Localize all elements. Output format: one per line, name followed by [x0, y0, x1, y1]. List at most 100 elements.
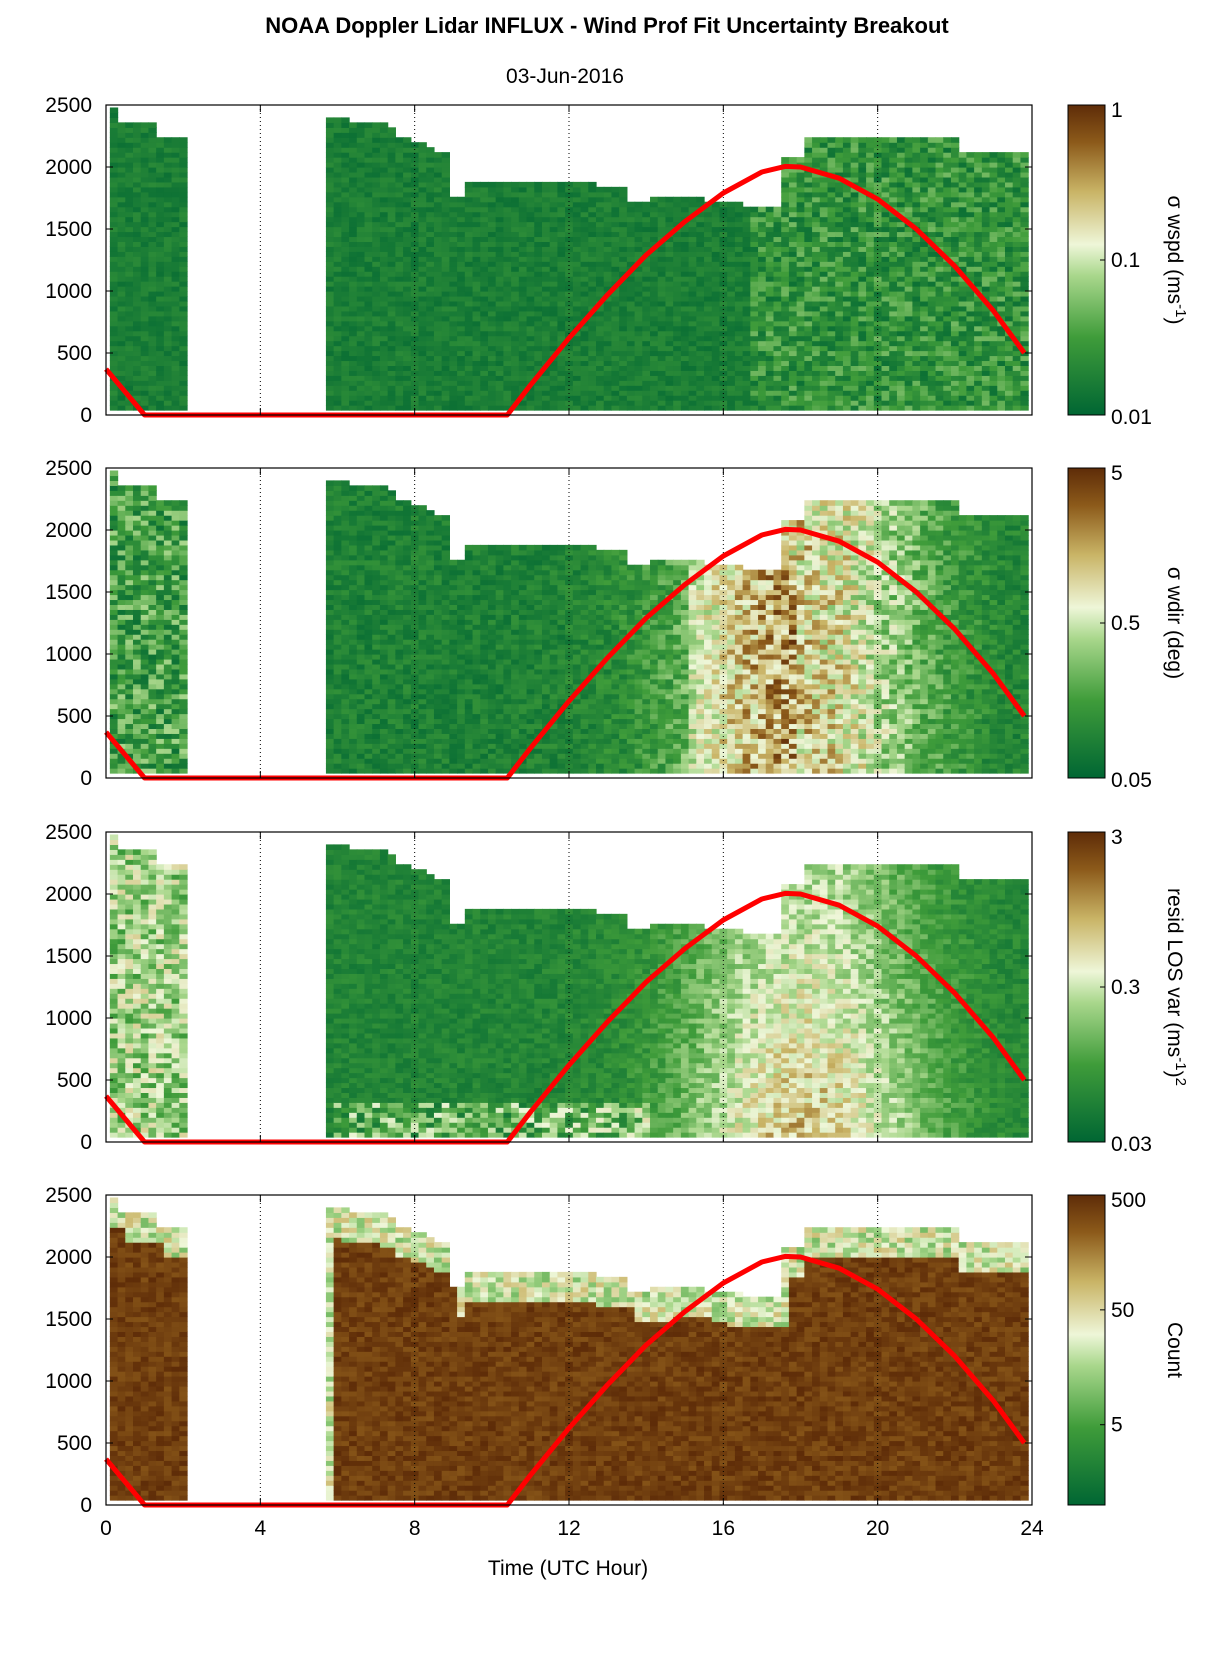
heatmap-cell [418, 286, 427, 292]
heatmap-cell [596, 211, 605, 218]
heatmap-cell [711, 300, 721, 307]
heatmap-cell [109, 211, 119, 218]
heatmap-cell [889, 236, 898, 242]
heatmap-cell [819, 291, 829, 297]
heatmap-cell [650, 281, 659, 287]
heatmap-cell [842, 206, 852, 213]
heatmap-cell [742, 305, 751, 312]
heatmap-cell [441, 380, 450, 386]
heatmap-cell [487, 390, 497, 396]
heatmap-cell [611, 206, 620, 213]
heatmap-cell [395, 300, 404, 307]
heatmap-cell [796, 226, 805, 233]
heatmap-cell [117, 360, 126, 366]
heatmap-cell [379, 380, 389, 386]
heatmap-cell [796, 405, 805, 411]
heatmap-cell [140, 335, 150, 342]
heatmap-cell [696, 251, 705, 257]
heatmap-cell [156, 236, 165, 242]
heatmap-cell [742, 310, 751, 317]
heatmap-cell [179, 236, 188, 242]
heatmap-cell [858, 365, 867, 371]
heatmap-cell [356, 385, 366, 391]
heatmap-cell [356, 315, 366, 322]
heatmap-cell [673, 335, 682, 342]
heatmap-cell [549, 390, 559, 396]
heatmap-cell [727, 295, 736, 302]
heatmap-cell [464, 310, 474, 317]
heatmap-cell [950, 147, 960, 153]
heatmap-cell [827, 271, 836, 277]
heatmap-cell [349, 405, 358, 411]
heatmap-cell [773, 325, 782, 332]
heatmap-cell [549, 300, 559, 307]
heatmap-cell [333, 375, 342, 381]
heatmap-cell [526, 400, 535, 406]
heatmap-cell [704, 365, 713, 371]
heatmap-cell [426, 405, 435, 411]
heatmap-cell [626, 345, 636, 352]
heatmap-cell [325, 211, 335, 218]
heatmap-cell [426, 162, 435, 168]
heatmap-cell [943, 241, 952, 247]
heatmap-cell [472, 256, 481, 262]
heatmap-cell [325, 196, 335, 203]
heatmap-cell [904, 286, 913, 292]
heatmap-cell [966, 400, 975, 406]
heatmap-cell [387, 191, 396, 198]
heatmap-cell [626, 395, 636, 401]
heatmap-cell [788, 226, 798, 233]
heatmap-cell [140, 271, 150, 277]
figure-subtitle: 03-Jun-2016 [506, 65, 624, 88]
heatmap-cell [958, 246, 968, 252]
heatmap-cell [426, 241, 435, 247]
heatmap-cell [163, 211, 173, 218]
heatmap-cell [981, 375, 991, 381]
heatmap-cell [611, 315, 620, 322]
heatmap-cell [827, 390, 836, 396]
heatmap-cell [125, 162, 134, 168]
heatmap-cell [403, 266, 412, 272]
heatmap-cell [472, 295, 481, 302]
heatmap-cell [333, 152, 342, 158]
heatmap-cell [866, 157, 875, 163]
heatmap-cell [650, 380, 659, 386]
heatmap-cell [827, 167, 836, 173]
heatmap-cell [727, 241, 736, 247]
heatmap-cell [349, 246, 358, 252]
heatmap-cell [873, 162, 883, 168]
heatmap-cell [125, 400, 134, 406]
heatmap-cell [696, 400, 705, 406]
heatmap-cell [1004, 266, 1014, 272]
heatmap-cell [109, 206, 119, 213]
heatmap-cell [920, 335, 929, 342]
heatmap-cell [896, 271, 906, 277]
heatmap-cell [966, 157, 975, 163]
heatmap-cell [927, 276, 937, 282]
heatmap-cell [341, 171, 350, 178]
heatmap-cell [673, 236, 682, 242]
heatmap-cell [781, 186, 790, 193]
heatmap-cell [148, 256, 157, 262]
heatmap-cell [441, 271, 450, 277]
heatmap-cell [626, 315, 636, 322]
heatmap-cell [812, 300, 821, 307]
heatmap-cell [711, 221, 721, 228]
heatmap-cell [619, 191, 628, 198]
heatmap-cell [557, 231, 566, 238]
heatmap-cell [356, 375, 366, 381]
heatmap-cell [881, 186, 890, 193]
heatmap-cell [487, 286, 497, 292]
heatmap-cell [881, 241, 890, 247]
heatmap-cell [464, 256, 474, 262]
heatmap-cell [827, 191, 836, 198]
heatmap-cell [950, 355, 960, 362]
heatmap-cell [619, 405, 628, 411]
heatmap-cell [148, 157, 157, 163]
heatmap-cell [812, 335, 821, 342]
heatmap-cell [850, 246, 859, 252]
heatmap-cell [611, 246, 620, 252]
heatmap-cell [788, 231, 798, 238]
heatmap-cell [349, 340, 358, 347]
heatmap-cell [433, 196, 443, 203]
